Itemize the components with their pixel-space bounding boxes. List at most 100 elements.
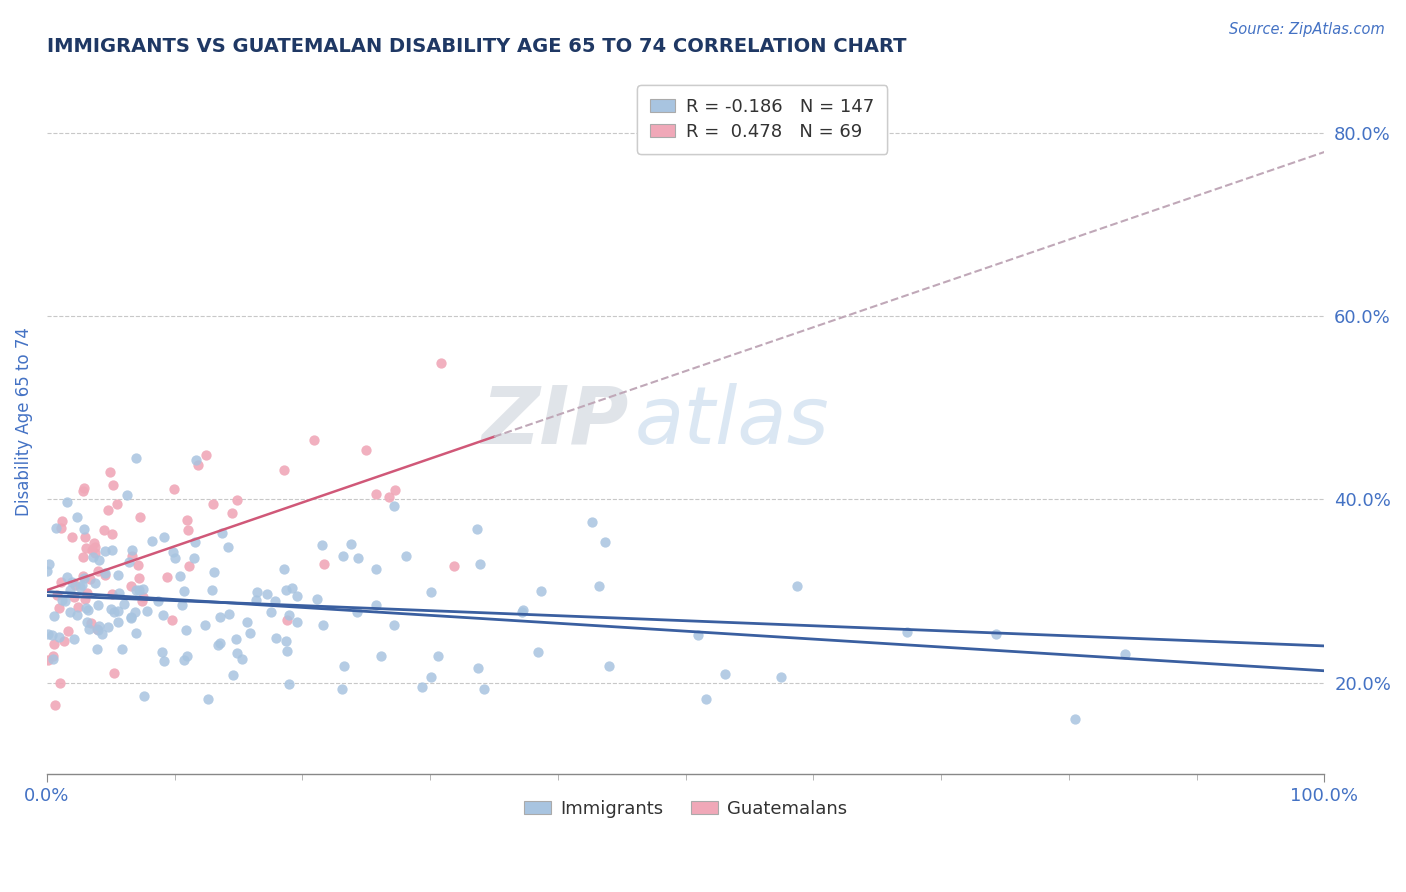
Point bbox=[420, 669, 443, 683]
Point bbox=[76, 586, 98, 600]
Point bbox=[174, 624, 197, 638]
Point bbox=[276, 644, 298, 658]
Point bbox=[128, 582, 150, 597]
Point bbox=[80, 616, 103, 631]
Point bbox=[135, 604, 157, 618]
Text: ZIP: ZIP bbox=[481, 383, 628, 460]
Point bbox=[340, 537, 363, 551]
Point bbox=[37, 653, 59, 667]
Legend: Immigrants, Guatemalans: Immigrants, Guatemalans bbox=[517, 793, 855, 825]
Point bbox=[207, 639, 229, 653]
Point bbox=[146, 593, 169, 607]
Point bbox=[364, 561, 387, 575]
Point bbox=[285, 615, 308, 630]
Point bbox=[125, 583, 148, 598]
Point bbox=[686, 627, 709, 641]
Point bbox=[152, 608, 174, 623]
Point bbox=[197, 692, 219, 706]
Point bbox=[332, 549, 354, 563]
Point bbox=[273, 463, 295, 477]
Point bbox=[163, 482, 186, 496]
Point bbox=[218, 607, 240, 621]
Point bbox=[150, 645, 173, 659]
Point bbox=[581, 515, 603, 529]
Point bbox=[73, 522, 96, 536]
Point bbox=[209, 609, 232, 624]
Point bbox=[59, 605, 82, 619]
Point bbox=[264, 594, 287, 608]
Point bbox=[44, 608, 66, 623]
Point bbox=[66, 510, 89, 524]
Point bbox=[94, 567, 117, 582]
Point bbox=[786, 578, 808, 592]
Point bbox=[75, 601, 97, 615]
Point bbox=[75, 530, 97, 544]
Point bbox=[169, 569, 191, 583]
Point bbox=[131, 594, 153, 608]
Point bbox=[184, 453, 207, 467]
Point bbox=[201, 582, 224, 597]
Point bbox=[177, 523, 200, 537]
Point bbox=[60, 575, 83, 590]
Point bbox=[160, 613, 183, 627]
Point bbox=[152, 530, 174, 544]
Point bbox=[266, 631, 288, 645]
Point bbox=[121, 549, 143, 563]
Point bbox=[72, 549, 94, 564]
Point bbox=[107, 615, 129, 630]
Point bbox=[512, 602, 534, 616]
Point bbox=[163, 551, 186, 566]
Point bbox=[430, 356, 453, 370]
Point bbox=[311, 539, 333, 553]
Point bbox=[103, 605, 125, 619]
Point bbox=[97, 620, 120, 634]
Point bbox=[49, 574, 72, 589]
Point bbox=[411, 681, 433, 695]
Point bbox=[66, 607, 89, 622]
Point bbox=[598, 659, 620, 673]
Point bbox=[93, 566, 115, 580]
Point bbox=[124, 625, 146, 640]
Point bbox=[588, 579, 610, 593]
Point bbox=[194, 618, 217, 632]
Point bbox=[274, 582, 297, 597]
Point bbox=[529, 584, 551, 599]
Point bbox=[302, 434, 325, 448]
Point bbox=[73, 592, 96, 607]
Point bbox=[173, 652, 195, 666]
Point bbox=[236, 615, 259, 629]
Point bbox=[187, 458, 209, 472]
Point bbox=[100, 587, 122, 601]
Point bbox=[128, 571, 150, 585]
Point bbox=[211, 526, 233, 541]
Point bbox=[100, 602, 122, 616]
Point bbox=[330, 682, 353, 697]
Point bbox=[277, 676, 299, 690]
Point bbox=[101, 542, 124, 557]
Point bbox=[72, 571, 94, 585]
Point bbox=[121, 543, 143, 558]
Point bbox=[83, 536, 105, 550]
Point bbox=[55, 495, 77, 509]
Point bbox=[84, 576, 107, 591]
Point bbox=[112, 597, 135, 611]
Point bbox=[115, 488, 138, 502]
Point bbox=[51, 514, 73, 528]
Text: IMMIGRANTS VS GUATEMALAN DISABILITY AGE 65 TO 74 CORRELATION CHART: IMMIGRANTS VS GUATEMALAN DISABILITY AGE … bbox=[46, 37, 907, 56]
Point bbox=[42, 637, 65, 651]
Point bbox=[118, 555, 141, 569]
Point bbox=[201, 497, 224, 511]
Point bbox=[984, 627, 1007, 641]
Point bbox=[132, 582, 155, 596]
Point bbox=[225, 632, 247, 646]
Point bbox=[83, 546, 105, 560]
Point bbox=[305, 591, 328, 606]
Point bbox=[239, 625, 262, 640]
Point bbox=[194, 448, 217, 462]
Point bbox=[101, 527, 124, 541]
Point bbox=[60, 530, 83, 544]
Point bbox=[713, 666, 735, 681]
Point bbox=[107, 568, 129, 582]
Point bbox=[141, 534, 163, 549]
Point bbox=[170, 599, 193, 613]
